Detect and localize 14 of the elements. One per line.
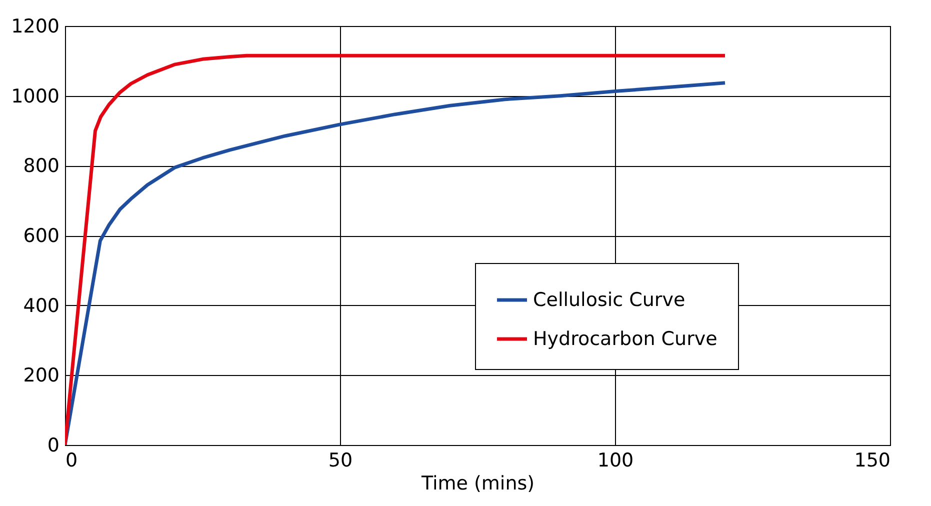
y-tick-label: 800	[23, 155, 60, 178]
x-tick-label: 50	[328, 450, 353, 472]
legend-label: Cellulosic Curve	[533, 289, 686, 311]
y-tick-label: 400	[23, 294, 60, 317]
y-tick-label: 0	[47, 434, 60, 456]
legend-label: Hydrocarbon Curve	[533, 328, 718, 350]
x-tick-label: 0	[66, 450, 78, 472]
x-axis-title: Time (mins)	[420, 472, 535, 494]
y-tick-label: 1200	[11, 16, 60, 38]
x-tick-label: 150	[854, 450, 890, 472]
y-tick-label: 200	[23, 364, 60, 387]
y-tick-label: 1000	[11, 85, 60, 108]
x-tick-label: 100	[597, 450, 634, 472]
y-tick-label: 600	[23, 225, 60, 247]
